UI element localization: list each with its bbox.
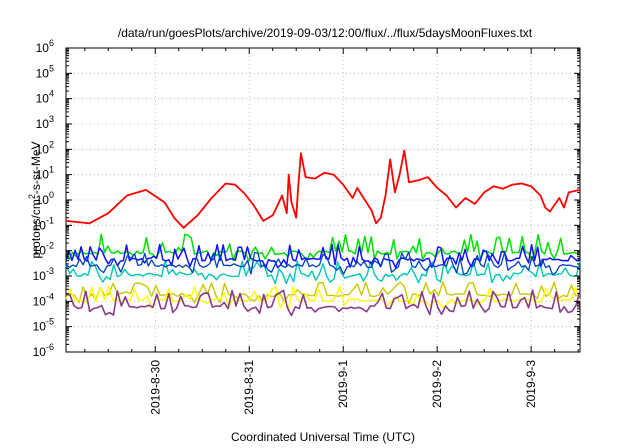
series-line-1 xyxy=(65,260,581,285)
y-tick-label-base: 10 xyxy=(36,41,50,55)
y-tick-label-base: 10 xyxy=(36,142,50,156)
y-tick-label: 105 xyxy=(36,63,54,80)
y-tick-label-base: 10 xyxy=(33,218,47,232)
y-tick-label-exponent: -2 xyxy=(46,241,54,251)
y-tick-label-exponent: 3 xyxy=(49,114,54,124)
y-tick-label-exponent: 1 xyxy=(49,165,54,175)
y-tick-label: 101 xyxy=(36,165,54,182)
y-tick-label-exponent: 0 xyxy=(49,190,54,200)
y-axis-ticks: 10-610-510-410-310-210-11001011021031041… xyxy=(33,38,580,359)
y-tick-label-base: 10 xyxy=(33,320,47,334)
y-tick-label-base: 10 xyxy=(36,66,50,80)
y-tick-label: 10-5 xyxy=(33,317,54,334)
x-axis-label: Coordinated Universal Time (UTC) xyxy=(231,430,415,444)
y-tick-label-exponent: 5 xyxy=(49,63,54,73)
series-group xyxy=(65,149,581,317)
series-line-3 xyxy=(65,251,581,276)
x-tick-label: 2019-9-3 xyxy=(524,360,538,408)
y-tick-label-base: 10 xyxy=(33,345,47,359)
y-tick-label: 10-3 xyxy=(33,266,54,283)
y-tick-label: 10-4 xyxy=(33,291,54,308)
y-tick-label-base: 10 xyxy=(33,294,47,308)
chart-title: /data/run/goesPlots/archive/2019-09-03/1… xyxy=(118,26,533,40)
y-tick-label: 106 xyxy=(36,38,54,55)
x-tick-label: 2019-9-2 xyxy=(430,360,444,408)
y-tick-label: 104 xyxy=(36,89,54,106)
x-tick-label: 2019-8-30 xyxy=(148,360,162,415)
series-line-0 xyxy=(65,233,581,262)
y-tick-label-exponent: -5 xyxy=(46,317,54,327)
y-tick-label-exponent: 2 xyxy=(49,139,54,149)
plot-area: 10-610-510-410-310-210-11001011021031041… xyxy=(33,38,581,415)
y-tick-label-exponent: -1 xyxy=(46,215,54,225)
y-tick-label-base: 10 xyxy=(36,117,50,131)
series-line-5 xyxy=(65,285,581,310)
y-tick-label-base: 10 xyxy=(36,193,50,207)
y-tick-label-base: 10 xyxy=(33,269,47,283)
y-tick-label-exponent: -4 xyxy=(46,291,54,301)
series-line-6 xyxy=(65,289,581,317)
y-axis-label-sup: 2 xyxy=(27,194,37,199)
y-tick-label: 10-1 xyxy=(33,215,54,232)
y-tick-label-base: 10 xyxy=(36,168,50,182)
y-tick-label: 10-2 xyxy=(33,241,54,258)
y-tick-label-exponent: -6 xyxy=(46,342,54,352)
x-tick-label: 2019-8-31 xyxy=(242,360,256,415)
y-axis-label: protons/cm2-s-sr-MeV xyxy=(27,141,43,258)
y-tick-label: 100 xyxy=(36,190,54,207)
y-tick-label-base: 10 xyxy=(36,92,50,106)
x-tick-label: 2019-9-1 xyxy=(336,360,350,408)
y-tick-label: 103 xyxy=(36,114,54,131)
y-tick-label-exponent: 4 xyxy=(49,89,54,99)
y-tick-label: 102 xyxy=(36,139,54,156)
y-axis-label-suffix: -s-sr-MeV xyxy=(29,141,43,194)
y-tick-label-exponent: -3 xyxy=(46,266,54,276)
y-axis-label-prefix: protons/cm xyxy=(29,199,43,258)
series-line-2 xyxy=(65,243,581,269)
y-tick-label-base: 10 xyxy=(33,244,47,258)
y-tick-label: 10-6 xyxy=(33,342,54,359)
y-tick-label-exponent: 6 xyxy=(49,38,54,48)
series-line-7 xyxy=(65,149,581,229)
x-axis-ticks: 2019-8-30 2019-8-31 2019-9-1 2019-9-2 2019-9… xyxy=(84,48,579,415)
